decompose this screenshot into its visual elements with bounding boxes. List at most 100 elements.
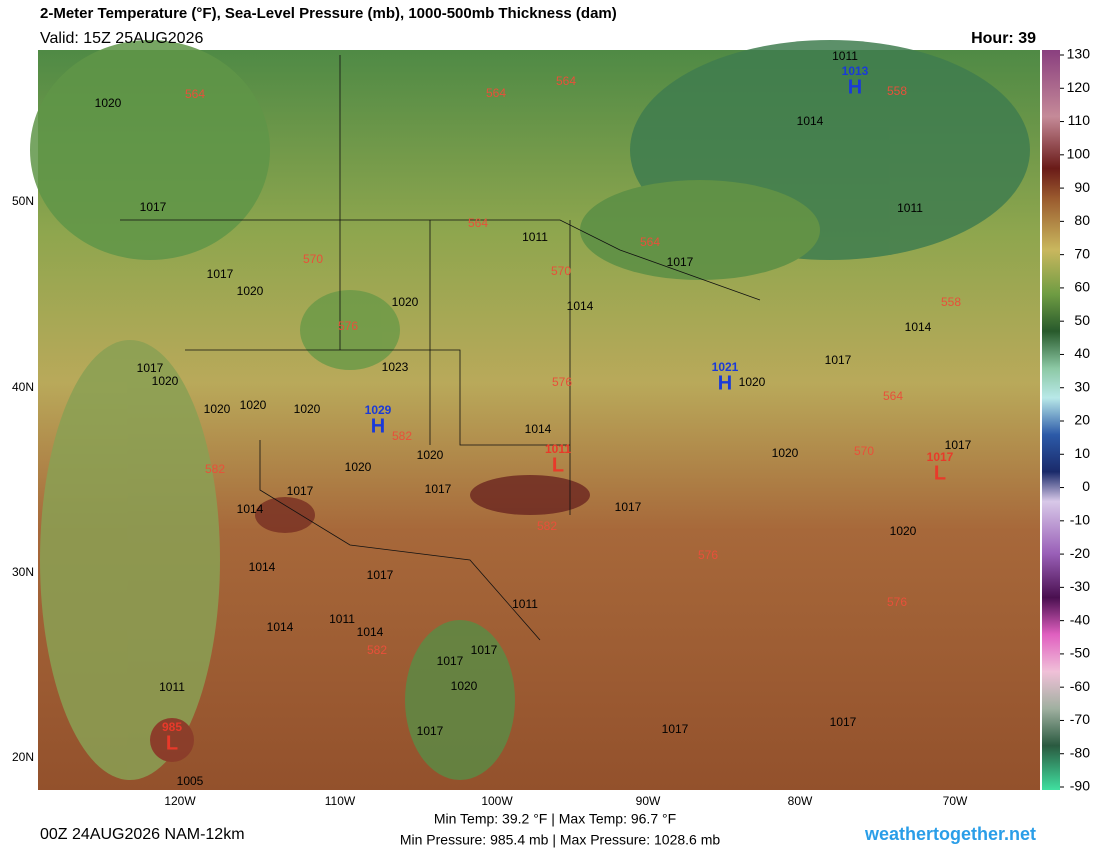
lat-label: 50N [12,194,34,208]
isobar-label: 1017 [830,715,857,729]
isobar-label: 1020 [890,524,917,538]
thickness-label: 558 [887,84,907,98]
model-run: 00Z 24AUG2026 NAM-12km [40,826,245,843]
lon-label: 110W [325,794,356,808]
isobar-label: 1020 [345,460,372,474]
isobar-label: 1011 [329,612,355,626]
colorbar-label: 90 [1074,179,1090,195]
isobar-label: 1017 [667,255,694,269]
isobar-label: 1020 [95,96,122,110]
colorbar-label: 80 [1074,212,1090,228]
thickness-label: 582 [392,429,412,443]
isobar-label: 1014 [357,625,384,639]
temp-range: Min Temp: 39.2 °F | Max Temp: 96.7 °F [434,811,676,827]
colorbar-label: 120 [1067,79,1091,95]
isobar-label: 1014 [567,299,594,313]
isobar-label: 1020 [152,374,179,388]
pressure-center-value: 1011 [545,442,571,456]
thickness-label: 564 [883,389,903,403]
colorbar-label: -30 [1070,578,1090,594]
isobar-label: 1011 [522,230,548,244]
terrain [30,40,1030,780]
valid-time: Valid: 15Z 25AUG2026 [40,30,203,47]
thickness-label: 564 [556,74,576,88]
colorbar-label: 110 [1068,112,1091,128]
colorbar-label: 50 [1074,312,1090,328]
isobar-label: 1017 [825,353,852,367]
isobar-label: 1020 [451,679,478,693]
colorbar-label: -80 [1070,744,1090,760]
lon-label: 80W [788,794,813,808]
colorbar [1042,50,1060,790]
pressure-center-symbol: L [552,454,564,476]
isobar-label: 1020 [417,448,444,462]
isobar-label: 1023 [382,360,409,374]
thickness-label: 570 [854,444,874,458]
colorbar-label: 100 [1067,146,1091,162]
colorbar-label: 40 [1074,345,1090,361]
isobar-label: 1020 [240,398,267,412]
isobar-label: 1017 [367,568,394,582]
colorbar-label: -70 [1070,711,1090,727]
boundaries [120,55,761,641]
isobar-label: 1020 [237,284,264,298]
isobar-label: 1014 [905,320,932,334]
pressure-center-symbol: H [371,415,385,437]
isobar-label: 1014 [797,114,824,128]
thickness-label: 582 [205,462,225,476]
colorbar-label: 130 [1067,46,1091,62]
isobar-label: 1017 [207,267,234,281]
site-link[interactable]: weathertogether.net [864,824,1036,844]
isobar-label: 1017 [662,722,689,736]
isobar-label: 1017 [437,654,464,668]
isobar-label: 1017 [425,482,452,496]
isobar-label: 1014 [525,422,552,436]
colorbar-label: -60 [1070,678,1090,694]
pressure-range: Min Pressure: 985.4 mb | Max Pressure: 1… [400,832,721,848]
colorbar-label: -10 [1070,512,1090,528]
isobar-label: 1014 [267,620,294,634]
isobar-label: 1017 [137,361,164,375]
thickness-label: 576 [552,375,572,389]
forecast-hour: Hour: 39 [971,30,1036,47]
isobar-label: 1017 [945,438,972,452]
thickness-label: 564 [640,235,660,249]
isobar-label: 1011 [159,680,185,694]
thickness-label: 582 [367,643,387,657]
pressure-center-value: 1029 [365,403,392,417]
isobar-label: 1020 [772,446,799,460]
lon-label: 120W [164,794,196,808]
lat-label: 20N [12,750,34,764]
isobar-label: 1020 [204,402,231,416]
isobar-label: 1020 [392,295,419,309]
pressure-center-value: 985 [162,720,182,734]
colorbar-label: 20 [1074,412,1090,428]
isobar-label: 1011 [897,201,923,215]
pressure-center-value: 1013 [842,64,869,78]
thickness-label: 564 [468,216,488,230]
pressure-center-symbol: H [718,372,732,394]
isobar-label: 1014 [237,502,264,516]
thickness-label: 570 [551,264,571,278]
thickness-label: 564 [486,86,506,100]
lat-label: 40N [12,380,34,394]
isobar-label: 1017 [140,200,167,214]
lon-label: 100W [481,794,513,808]
isobar-label: 1011 [512,597,538,611]
pressure-center-value: 1021 [712,360,739,374]
colorbar-label: 60 [1074,279,1090,295]
colorbar-label: -40 [1070,611,1090,627]
isobar-label: 1020 [294,402,321,416]
isobar-label: 1017 [287,484,314,498]
isobar-label: 1005 [177,774,204,788]
pressure-center-symbol: L [934,462,946,484]
lon-label: 70W [943,794,968,808]
colorbar-label: -90 [1070,778,1090,794]
isobar-label: 1017 [417,724,444,738]
isobar-label: 1011 [832,49,858,63]
isobar-label: 1017 [471,643,498,657]
colorbar-label: 70 [1074,245,1090,261]
thickness-label: 576 [887,595,907,609]
